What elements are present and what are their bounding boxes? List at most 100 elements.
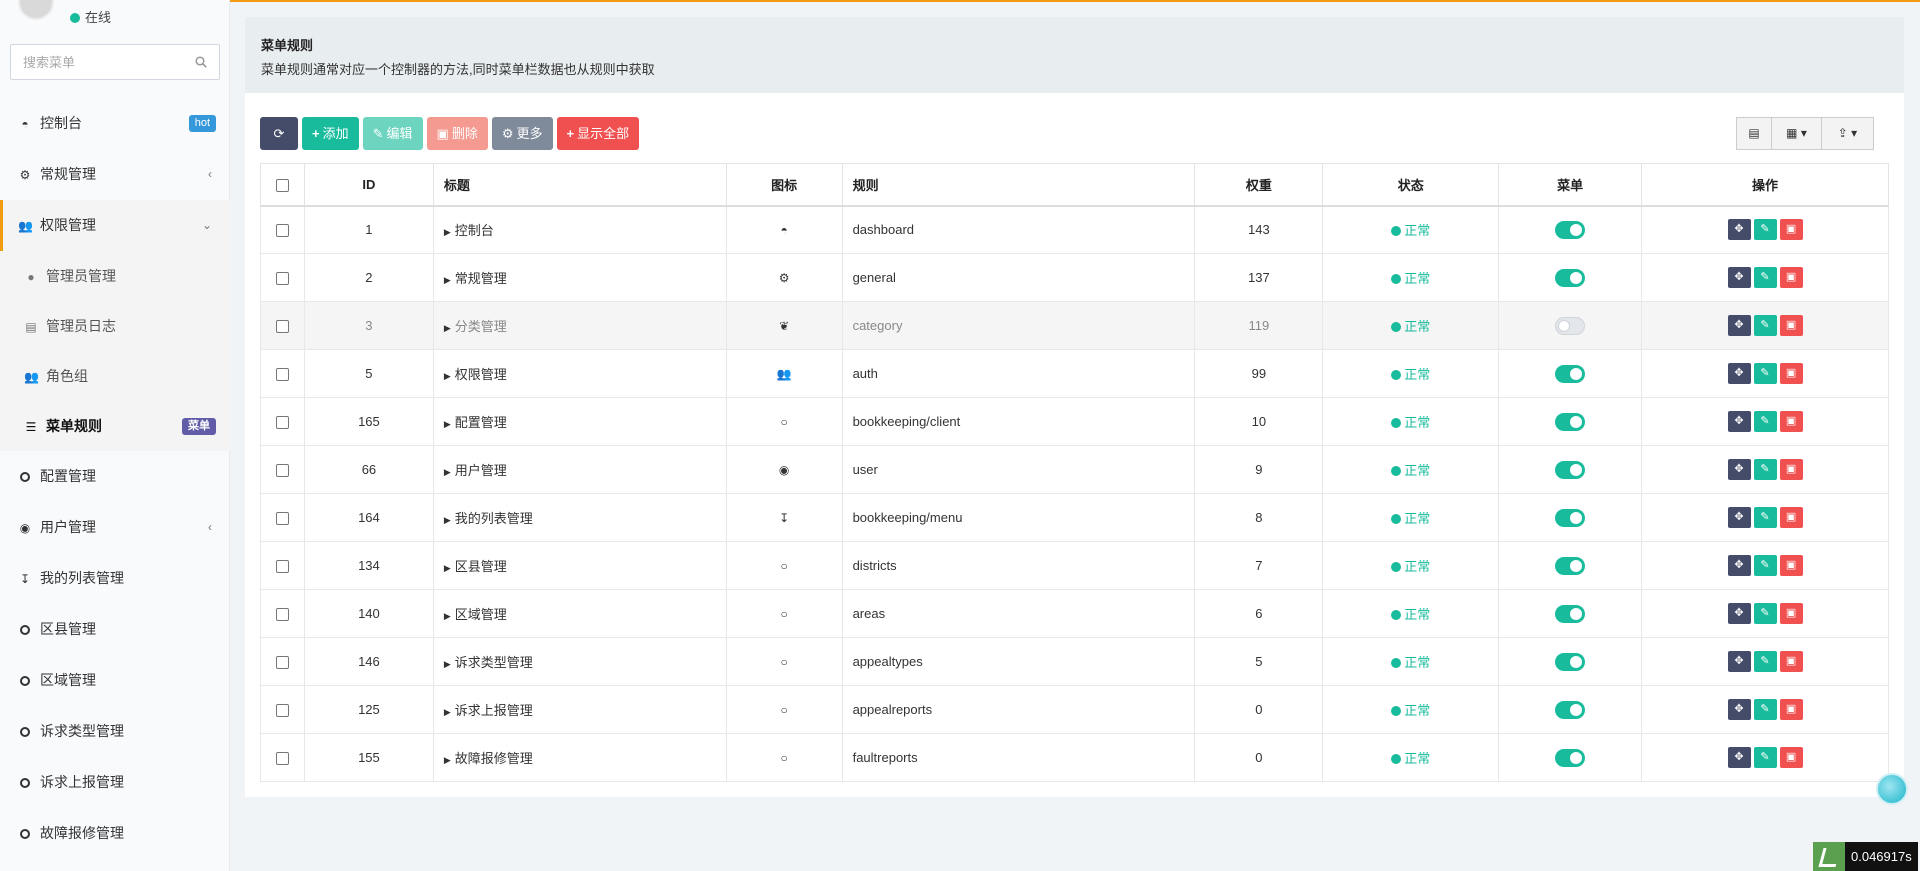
status-badge[interactable]: 正常 [1391, 559, 1430, 574]
row-checkbox[interactable] [275, 608, 289, 622]
sidebar-item-general[interactable]: ⚙ 常规管理 ‹ [0, 149, 230, 200]
row-delete-button[interactable]: ▣ [1779, 603, 1803, 624]
add-button[interactable]: + 添加 [302, 117, 359, 150]
status-badge[interactable]: 正常 [1391, 367, 1430, 382]
drag-button[interactable]: ✥ [1727, 699, 1751, 720]
drag-button[interactable]: ✥ [1727, 507, 1751, 528]
row-edit-button[interactable]: ✎ [1753, 219, 1777, 241]
menu-toggle[interactable] [1555, 556, 1586, 575]
status-badge[interactable]: 正常 [1391, 511, 1430, 526]
avatar[interactable] [18, 0, 54, 20]
caret-right-icon[interactable]: ▶ [443, 227, 451, 238]
row-checkbox[interactable] [275, 512, 289, 526]
sidebar-item-config[interactable]: 配置管理 [0, 451, 230, 502]
menu-toggle[interactable] [1555, 268, 1586, 287]
drag-button[interactable]: ✥ [1727, 603, 1751, 624]
row-edit-button[interactable]: ✎ [1753, 363, 1777, 384]
caret-right-icon[interactable]: ▶ [443, 275, 451, 285]
status-badge[interactable]: 正常 [1391, 751, 1430, 766]
row-delete-button[interactable]: ▣ [1779, 507, 1803, 528]
drag-button[interactable]: ✥ [1727, 459, 1751, 480]
row-delete-button[interactable]: ▣ [1779, 747, 1803, 768]
col-status[interactable]: 状态 [1322, 163, 1500, 207]
row-edit-button[interactable]: ✎ [1753, 315, 1777, 336]
row-delete-button[interactable]: ▣ [1779, 267, 1803, 288]
sidebar-item-mylist[interactable]: ↧ 我的列表管理 [0, 553, 230, 604]
col-icon[interactable]: 图标 [725, 163, 843, 207]
status-badge[interactable]: 正常 [1391, 223, 1430, 238]
row-checkbox[interactable] [275, 368, 289, 382]
sidebar-item-dashboard[interactable]: ◓ 控制台 hot [0, 98, 230, 149]
sidebar-item-appealtypes[interactable]: 诉求类型管理 [0, 706, 230, 757]
caret-right-icon[interactable]: ▶ [443, 707, 451, 717]
export-button[interactable]: ⇪ ▾ [1822, 117, 1874, 150]
row-delete-button[interactable]: ▣ [1779, 555, 1803, 576]
show-all-button[interactable]: + 显示全部 [556, 117, 640, 150]
sidebar-item-faultreports[interactable]: 故障报修管理 [0, 808, 230, 859]
cell-title[interactable]: ▶ 配置管理 [432, 397, 727, 446]
sidebar-item-districts[interactable]: 区县管理 [0, 604, 230, 655]
delete-button[interactable]: ▣ 删除 [426, 117, 488, 150]
caret-right-icon[interactable]: ▶ [443, 563, 451, 573]
menu-toggle[interactable] [1555, 748, 1586, 767]
drag-button[interactable]: ✥ [1727, 411, 1751, 432]
search-input[interactable] [11, 45, 181, 79]
col-rule[interactable]: 规则 [841, 163, 1196, 207]
menu-toggle[interactable] [1555, 700, 1586, 719]
cell-title[interactable]: ▶ 区域管理 [432, 589, 727, 638]
drag-button[interactable]: ✥ [1727, 747, 1751, 768]
cell-title[interactable]: ▶ 诉求上报管理 [432, 685, 727, 734]
search-icon[interactable] [195, 56, 207, 68]
menu-toggle[interactable] [1555, 604, 1586, 623]
caret-right-icon[interactable]: ▶ [443, 467, 451, 477]
sidebar-item-group[interactable]: 👥 角色组 [0, 351, 230, 401]
caret-right-icon[interactable]: ▶ [443, 515, 451, 525]
row-edit-button[interactable]: ✎ [1753, 267, 1777, 288]
sidebar-item-user[interactable]: ◉ 用户管理 ‹ [0, 502, 230, 553]
sidebar-item-appealreports[interactable]: 诉求上报管理 [0, 757, 230, 808]
print-button[interactable]: ▤ [1736, 117, 1772, 150]
caret-right-icon[interactable]: ▶ [443, 371, 451, 381]
row-checkbox[interactable] [275, 224, 289, 238]
status-badge[interactable]: 正常 [1391, 415, 1430, 430]
status-badge[interactable]: 正常 [1391, 463, 1430, 478]
more-button[interactable]: ⚙ 更多 [491, 117, 553, 150]
cell-title[interactable]: ▶ 区县管理 [432, 541, 727, 590]
status-badge[interactable]: 正常 [1391, 271, 1430, 286]
row-checkbox[interactable] [275, 320, 289, 334]
col-menu[interactable]: 菜单 [1498, 163, 1643, 207]
refresh-button[interactable]: ⟳ [260, 117, 298, 150]
cell-title[interactable]: ▶ 权限管理 [432, 349, 727, 398]
drag-button[interactable]: ✥ [1727, 363, 1751, 384]
row-edit-button[interactable]: ✎ [1753, 651, 1777, 672]
status-badge[interactable]: 正常 [1391, 655, 1430, 670]
row-delete-button[interactable]: ▣ [1779, 459, 1803, 480]
row-edit-button[interactable]: ✎ [1753, 699, 1777, 720]
caret-right-icon[interactable]: ▶ [443, 755, 451, 765]
row-checkbox[interactable] [275, 464, 289, 478]
sidebar-item-auth[interactable]: 👥 权限管理 ⌄ [0, 200, 230, 251]
select-all-checkbox[interactable] [275, 178, 289, 192]
row-checkbox[interactable] [275, 416, 289, 430]
row-checkbox[interactable] [275, 752, 289, 766]
row-edit-button[interactable]: ✎ [1753, 411, 1777, 432]
row-delete-button[interactable]: ▣ [1779, 315, 1803, 336]
row-checkbox[interactable] [275, 272, 289, 286]
drag-button[interactable]: ✥ [1727, 651, 1751, 672]
caret-right-icon[interactable]: ▶ [443, 419, 451, 429]
columns-button[interactable]: ▦ ▾ [1772, 117, 1822, 150]
col-id[interactable]: ID [303, 163, 434, 207]
row-edit-button[interactable]: ✎ [1753, 459, 1777, 480]
row-delete-button[interactable]: ▣ [1779, 651, 1803, 672]
row-edit-button[interactable]: ✎ [1753, 507, 1777, 528]
row-checkbox[interactable] [275, 704, 289, 718]
row-delete-button[interactable]: ▣ [1779, 699, 1803, 720]
row-edit-button[interactable]: ✎ [1753, 603, 1777, 624]
menu-toggle[interactable] [1555, 412, 1586, 431]
caret-right-icon[interactable]: ▶ [443, 659, 451, 669]
caret-right-icon[interactable]: ▶ [443, 323, 451, 333]
status-badge[interactable]: 正常 [1391, 703, 1430, 718]
cell-title[interactable]: ▶ 分类管理 [432, 301, 727, 350]
menu-toggle[interactable] [1555, 652, 1586, 671]
cell-title[interactable]: ▶ 故障报修管理 [432, 733, 727, 782]
